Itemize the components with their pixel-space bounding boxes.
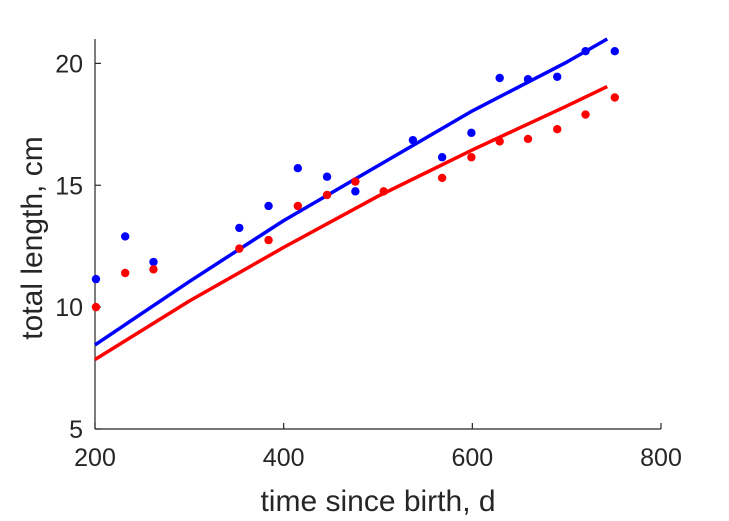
ticks: 200 400 600 800 5 10 15 20 (55, 50, 682, 472)
data-point-series-2 (437, 173, 447, 183)
data-point-series-2 (581, 110, 590, 119)
data-point-series-1 (120, 232, 130, 241)
data-point-series-2 (467, 153, 476, 162)
data-point-series-1 (293, 163, 303, 173)
data-point-series-2 (149, 265, 158, 274)
data-point-series-1 (610, 46, 619, 56)
data-point-series-2 (610, 93, 619, 102)
data-point-series-1 (523, 75, 533, 84)
data-point-series-1 (437, 153, 447, 162)
y-tick-label: 10 (55, 294, 83, 322)
data-point-series-2 (293, 201, 303, 211)
data-point-series-2 (351, 177, 360, 186)
fit-line-series-2 (94, 84, 608, 362)
x-tick-label: 200 (74, 444, 116, 472)
data-point-series-1 (322, 172, 332, 181)
data-point-series-1 (91, 274, 101, 284)
fit-line-series-1 (94, 37, 609, 347)
data-point-series-2 (553, 124, 562, 134)
data-point-series-2 (91, 302, 101, 312)
data-point-series-2 (264, 235, 273, 245)
data-point-series-1 (553, 72, 562, 81)
data-point-series-1 (235, 223, 244, 233)
y-axis-title: total length, cm (16, 136, 49, 339)
data-point-series-1 (581, 46, 590, 56)
data-point-series-2 (322, 190, 332, 200)
x-tick-label: 800 (640, 444, 682, 472)
data-point-series-2 (120, 268, 130, 278)
y-tick-label: 20 (55, 50, 83, 78)
data-point-series-2 (495, 137, 504, 146)
x-tick-label: 400 (263, 444, 305, 472)
data-points (91, 46, 619, 312)
data-point-series-1 (495, 73, 504, 83)
fit-lines (94, 37, 609, 362)
x-tick-label: 600 (451, 444, 493, 472)
data-point-series-1 (264, 201, 273, 211)
data-point-series-1 (351, 187, 360, 196)
y-tick-label: 15 (55, 172, 83, 200)
y-tick-label: 5 (69, 416, 83, 444)
data-point-series-1 (408, 135, 418, 145)
x-axis-title: time since birth, d (260, 485, 495, 518)
axes (94, 39, 661, 430)
data-point-series-1 (149, 257, 158, 267)
data-point-series-2 (235, 244, 244, 253)
data-point-series-2 (379, 187, 388, 196)
data-point-series-2 (523, 134, 533, 144)
data-point-series-1 (467, 128, 476, 138)
